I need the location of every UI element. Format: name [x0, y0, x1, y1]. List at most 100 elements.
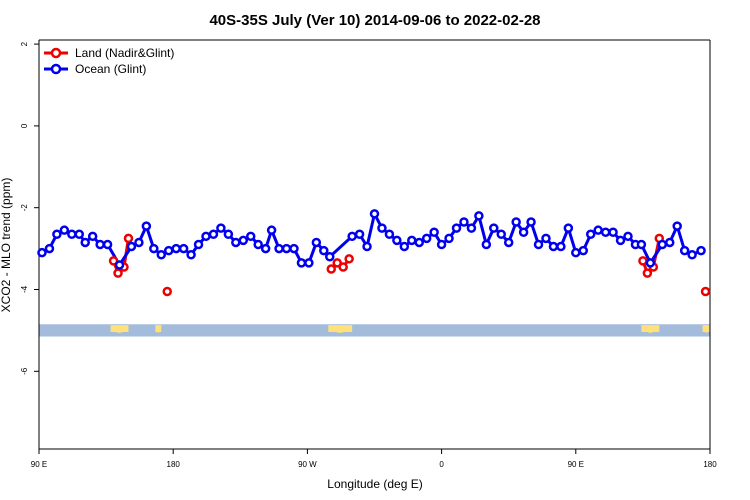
chart-title: 40S-35S July (Ver 10) 2014-09-06 to 2022… — [209, 12, 540, 29]
ocean-point — [134, 237, 144, 248]
ocean-point — [325, 252, 335, 262]
ocean-point — [311, 237, 322, 248]
land-point — [123, 233, 134, 244]
ocean-point — [664, 237, 675, 248]
legend: Land (Nadir&Glint) Ocean (Glint) — [44, 46, 174, 76]
ocean-point — [319, 245, 329, 256]
ocean-point — [193, 239, 204, 250]
legend-label: Ocean (Glint) — [75, 62, 146, 76]
land-point — [638, 256, 648, 266]
ocean-point — [615, 235, 626, 246]
ocean-point — [429, 227, 439, 237]
land-point — [700, 286, 711, 297]
ocean-point — [436, 239, 447, 250]
ocean-point — [451, 223, 462, 233]
ocean-point — [563, 223, 574, 233]
y-tick-label: -4 — [20, 285, 29, 293]
x-axis-label: Longitude (deg E) — [327, 477, 422, 491]
ocean-point — [52, 229, 62, 240]
ocean-point — [585, 229, 596, 240]
ocean-point — [466, 223, 477, 233]
ocean-point — [296, 258, 307, 268]
ocean-point — [74, 229, 85, 240]
ocean-point — [679, 245, 690, 256]
y-tick-label: -6 — [20, 367, 29, 375]
plot-area: 2 0 -2 -4 -6 90 E 180 90 W 0 90 E 180 — [20, 39, 717, 469]
ocean-point — [489, 223, 499, 233]
ocean-point — [636, 239, 647, 250]
ocean-point — [518, 227, 529, 237]
ocean-point — [102, 239, 113, 250]
ocean-point — [80, 237, 90, 248]
ocean-point — [593, 225, 603, 235]
ocean-point — [266, 225, 277, 235]
land-point — [642, 268, 653, 278]
ocean-point — [444, 233, 454, 244]
ocean-point — [608, 227, 618, 237]
ocean-point — [511, 217, 521, 227]
x-tick-label: 90 W — [298, 460, 317, 469]
land-point — [338, 262, 348, 272]
x-tick-label: 180 — [167, 460, 181, 469]
land-point — [108, 256, 119, 266]
ocean-point — [496, 229, 506, 240]
ocean-point — [541, 233, 551, 244]
ocean-point — [347, 231, 357, 242]
ocean-point — [459, 217, 469, 227]
ocean-point — [526, 217, 536, 227]
land-patch — [110, 325, 129, 333]
legend-marker — [50, 63, 62, 75]
ocean-point — [114, 260, 125, 270]
ocean-point — [645, 258, 656, 268]
ocean-point — [44, 243, 55, 254]
ocean-point — [87, 231, 98, 242]
ocean-point — [141, 221, 152, 231]
ocean-point — [253, 239, 263, 250]
ocean-point — [95, 239, 105, 250]
ocean-point — [260, 243, 271, 254]
land-patch — [702, 325, 710, 333]
land-patch — [328, 325, 353, 333]
y-axis-label: XCO2 - MLO trend (ppm) — [0, 178, 13, 313]
ocean-point — [377, 223, 387, 233]
ocean-point — [421, 233, 432, 244]
ocean-point — [126, 241, 137, 252]
ocean-point — [481, 239, 492, 250]
x-tick-label: 0 — [439, 460, 444, 469]
ocean-point — [201, 231, 211, 242]
ocean-point — [289, 243, 299, 254]
ocean-point — [672, 221, 682, 231]
ocean-point — [503, 237, 514, 248]
ocean-point — [407, 235, 417, 246]
ocean-point — [156, 249, 167, 260]
ocean-point — [623, 231, 633, 242]
land-point — [162, 286, 172, 297]
x-tick-label: 180 — [703, 460, 717, 469]
land-patch — [641, 325, 660, 333]
ocean-point — [399, 241, 410, 252]
y-tick-label: -2 — [20, 204, 29, 212]
ocean-point — [362, 241, 372, 252]
land-point — [326, 264, 337, 274]
ocean-point — [384, 229, 395, 240]
ocean-point — [533, 239, 544, 250]
ocean-point — [274, 243, 284, 254]
x-tick-label: 90 E — [31, 460, 47, 469]
ocean-point — [600, 227, 611, 237]
ocean-point — [186, 249, 196, 260]
land-point — [344, 254, 354, 264]
land-point — [113, 268, 123, 278]
ocean-point — [696, 245, 706, 256]
legend-marker — [50, 47, 62, 59]
x-tick-label: 90 E — [568, 460, 584, 469]
ocean-point — [208, 229, 219, 240]
y-tick-label: 0 — [20, 123, 29, 128]
ocean-point — [171, 243, 181, 254]
y-tick-label: 2 — [20, 41, 29, 46]
ocean-point — [369, 209, 380, 219]
ocean-point — [163, 245, 174, 256]
ocean-point — [657, 239, 668, 250]
ocean-point — [178, 243, 189, 254]
ocean-point — [245, 231, 256, 242]
